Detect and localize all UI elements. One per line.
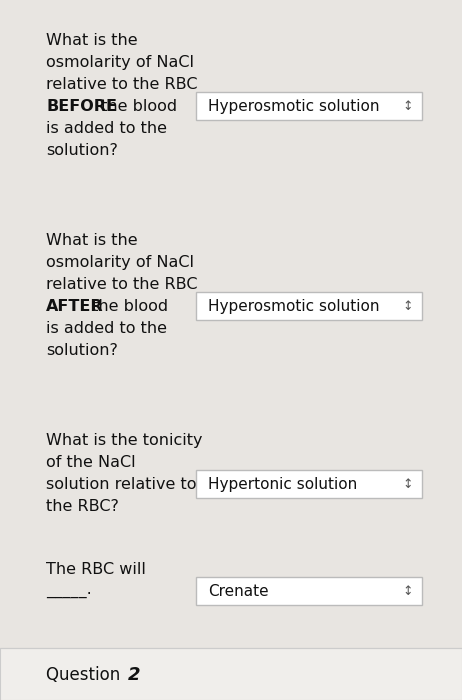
Text: solution relative to: solution relative to — [46, 477, 196, 492]
FancyBboxPatch shape — [0, 648, 462, 700]
FancyBboxPatch shape — [196, 578, 422, 606]
Text: Hyperosmotic solution: Hyperosmotic solution — [208, 299, 379, 314]
Text: What is the: What is the — [46, 233, 138, 248]
Text: Hypertonic solution: Hypertonic solution — [208, 477, 357, 492]
Text: Question: Question — [46, 666, 126, 684]
FancyBboxPatch shape — [196, 293, 422, 321]
Text: BEFORE: BEFORE — [46, 99, 117, 114]
Text: What is the tonicity: What is the tonicity — [46, 433, 202, 448]
Text: of the NaCl: of the NaCl — [46, 455, 136, 470]
Text: is added to the: is added to the — [46, 121, 167, 136]
Text: solution?: solution? — [46, 143, 118, 158]
FancyBboxPatch shape — [196, 470, 422, 498]
Text: the blood: the blood — [96, 99, 177, 114]
Text: Crenate: Crenate — [208, 584, 268, 599]
Text: relative to the RBC: relative to the RBC — [46, 77, 197, 92]
FancyBboxPatch shape — [196, 92, 422, 120]
Text: the RBC?: the RBC? — [46, 499, 119, 514]
Text: osmolarity of NaCl: osmolarity of NaCl — [46, 55, 194, 70]
Text: 2: 2 — [128, 666, 140, 684]
Text: Hyperosmotic solution: Hyperosmotic solution — [208, 99, 379, 114]
Text: ↕: ↕ — [403, 478, 413, 491]
Text: is added to the: is added to the — [46, 321, 167, 336]
Text: the blood: the blood — [87, 299, 169, 314]
Text: AFTER: AFTER — [46, 299, 103, 314]
Text: osmolarity of NaCl: osmolarity of NaCl — [46, 255, 194, 270]
Text: _____.: _____. — [46, 584, 92, 599]
Text: The RBC will: The RBC will — [46, 562, 146, 577]
Text: ↕: ↕ — [403, 585, 413, 598]
Text: ↕: ↕ — [403, 100, 413, 113]
Text: ↕: ↕ — [403, 300, 413, 313]
Text: What is the: What is the — [46, 33, 138, 48]
Text: solution?: solution? — [46, 343, 118, 358]
Text: relative to the RBC: relative to the RBC — [46, 277, 197, 292]
